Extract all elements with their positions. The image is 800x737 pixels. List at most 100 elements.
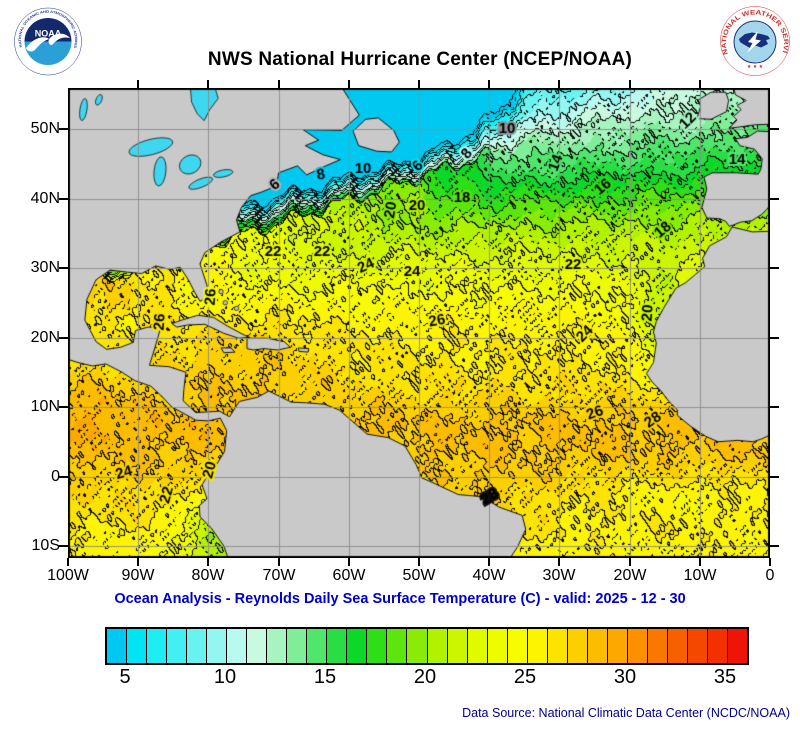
colorbar-tick-label: 30 <box>613 666 637 688</box>
x-axis-label: 20W <box>613 567 647 584</box>
colorbar-cell <box>467 629 488 663</box>
y-axis-tick <box>59 337 68 339</box>
y-axis-tick <box>59 198 68 200</box>
colorbar-cell <box>327 629 348 663</box>
map-subtitle: Ocean Analysis - Reynolds Daily Sea Surf… <box>114 591 686 607</box>
x-axis-tick-top <box>137 80 139 88</box>
x-axis-tick-top <box>418 80 420 88</box>
x-axis-tick <box>769 558 771 566</box>
colorbar-cell <box>647 629 668 663</box>
y-axis-tick-right <box>770 267 779 269</box>
colorbar-cell <box>387 629 408 663</box>
x-axis-tick <box>137 558 139 566</box>
y-axis-tick <box>59 545 68 547</box>
colorbar-cell <box>307 629 328 663</box>
x-axis-tick-top <box>699 80 701 88</box>
x-axis-tick <box>207 558 209 566</box>
x-axis-label: 40W <box>472 567 506 584</box>
colorbar-tick-label: 20 <box>413 666 437 688</box>
data-source-caption: Data Source: National Climatic Data Cent… <box>462 706 790 720</box>
colorbar-cell <box>347 629 368 663</box>
nws-stars: ★ ★ ★ <box>747 64 764 70</box>
colorbar-cell <box>447 629 468 663</box>
colorbar-tick-label: 35 <box>713 666 737 688</box>
y-axis-label: 20N <box>30 329 60 346</box>
x-axis-tick <box>418 558 420 566</box>
x-axis-tick-top <box>488 80 490 88</box>
lightning-bolt-icon <box>747 31 761 53</box>
y-axis-label: 10N <box>30 398 60 415</box>
y-axis-tick-right <box>770 406 779 408</box>
colorbar-tick-label: 10 <box>213 666 237 688</box>
x-axis-tick-top <box>348 80 350 88</box>
x-axis-label: 60W <box>332 567 366 584</box>
y-axis-label: 50N <box>30 120 60 137</box>
colorbar-cell <box>167 629 188 663</box>
sst-map-canvas <box>68 88 770 558</box>
x-axis-label: 100W <box>47 567 89 584</box>
colorbar-cell <box>287 629 308 663</box>
seagull-wing-icon <box>48 33 70 46</box>
colorbar-cell <box>127 629 148 663</box>
x-axis-label: 0 <box>765 567 775 584</box>
x-axis-tick-top <box>558 80 560 88</box>
colorbar-cell <box>207 629 228 663</box>
colorbar-cell <box>247 629 268 663</box>
colorbar-cell <box>667 629 688 663</box>
y-axis-tick-right <box>770 198 779 200</box>
colorbar-cell <box>627 629 648 663</box>
page-title: NWS National Hurricane Center (NCEP/NOAA… <box>207 49 633 70</box>
x-axis-tick <box>699 558 701 566</box>
colorbar-cell <box>107 629 128 663</box>
nws-logo: NATIONAL WEATHER SERVICE ★ ★ ★ <box>718 4 790 76</box>
colorbar-cell <box>567 629 588 663</box>
colorbar <box>105 627 749 665</box>
y-axis-tick-right <box>770 128 779 130</box>
y-axis-tick <box>59 406 68 408</box>
colorbar-cell <box>367 629 388 663</box>
colorbar-cell <box>267 629 288 663</box>
colorbar-cell <box>547 629 568 663</box>
x-axis-label: 50W <box>402 567 436 584</box>
x-axis-tick <box>67 558 69 566</box>
colorbar-cell <box>227 629 248 663</box>
y-axis-tick <box>59 267 68 269</box>
x-axis-tick <box>558 558 560 566</box>
x-axis-label: 10W <box>683 567 717 584</box>
colorbar-cell <box>487 629 508 663</box>
x-axis-label: 90W <box>121 567 155 584</box>
x-axis-label: 30W <box>542 567 576 584</box>
y-axis-tick-right <box>770 337 779 339</box>
seagull-icon <box>26 37 49 52</box>
y-axis-tick-right <box>770 545 779 547</box>
x-axis-tick-top <box>207 80 209 88</box>
x-axis-label: 80W <box>191 567 225 584</box>
y-axis-label: 40N <box>30 190 60 207</box>
y-axis-tick <box>59 476 68 478</box>
colorbar-cell <box>187 629 208 663</box>
y-axis-label: 0 <box>51 468 60 485</box>
x-axis-tick-top <box>629 80 631 88</box>
y-axis-label: 10S <box>31 537 60 554</box>
colorbar-cell <box>687 629 708 663</box>
colorbar-cell <box>427 629 448 663</box>
y-axis-tick-right <box>770 476 779 478</box>
x-axis-tick <box>488 558 490 566</box>
x-axis-tick <box>348 558 350 566</box>
colorbar-cell <box>607 629 628 663</box>
x-axis-tick-top <box>278 80 280 88</box>
colorbar-cell <box>507 629 528 663</box>
colorbar-cell <box>407 629 428 663</box>
colorbar-cell <box>147 629 168 663</box>
map-frame <box>68 88 770 558</box>
y-axis-label: 30N <box>30 259 60 276</box>
x-axis-tick <box>278 558 280 566</box>
x-axis-tick <box>629 558 631 566</box>
colorbar-cell <box>587 629 608 663</box>
colorbar-cell <box>727 629 747 663</box>
colorbar-tick-label: 15 <box>313 666 337 688</box>
noaa-acronym: NOAA <box>35 29 62 39</box>
y-axis-tick <box>59 128 68 130</box>
colorbar-tick-label: 5 <box>119 666 131 688</box>
